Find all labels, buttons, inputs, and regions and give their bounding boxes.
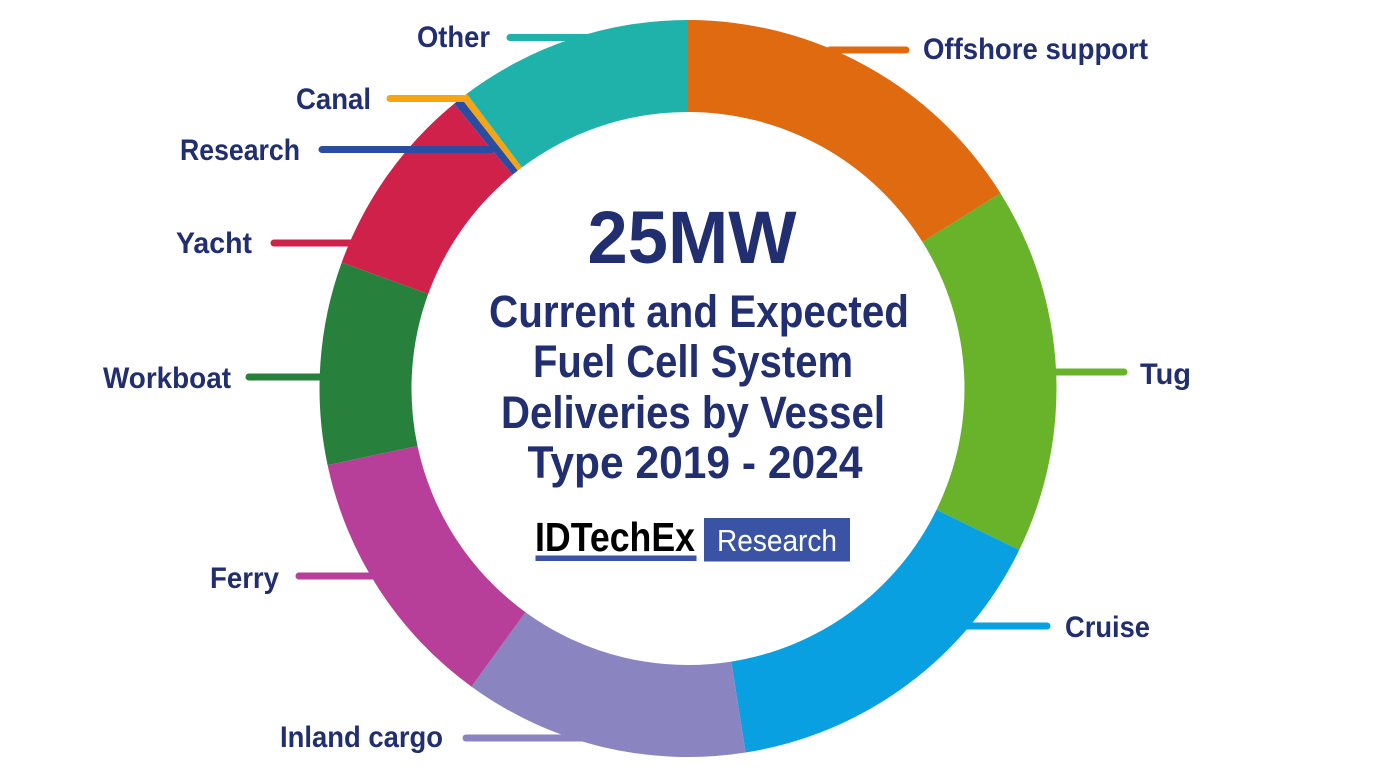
svg-text:IDTechEx: IDTechEx: [535, 514, 695, 560]
svg-text:Canal: Canal: [296, 83, 371, 116]
svg-text:25MW: 25MW: [588, 196, 797, 279]
svg-text:Tug: Tug: [1140, 358, 1191, 391]
svg-text:Current and Expected: Current and Expected: [489, 286, 909, 337]
svg-text:Yacht: Yacht: [176, 227, 252, 260]
svg-text:Offshore support: Offshore support: [923, 33, 1148, 66]
svg-text:Inland cargo: Inland cargo: [280, 721, 443, 754]
svg-text:Fuel Cell System: Fuel Cell System: [533, 336, 853, 387]
svg-text:Workboat: Workboat: [103, 362, 231, 395]
svg-text:Type 2019 - 2024: Type 2019 - 2024: [528, 437, 863, 488]
svg-text:Research: Research: [180, 134, 300, 167]
svg-text:Other: Other: [417, 21, 490, 54]
svg-text:Ferry: Ferry: [210, 562, 279, 595]
svg-text:Deliveries by Vessel: Deliveries by Vessel: [501, 387, 885, 438]
svg-text:Research: Research: [717, 523, 837, 558]
svg-text:Cruise: Cruise: [1065, 611, 1150, 644]
